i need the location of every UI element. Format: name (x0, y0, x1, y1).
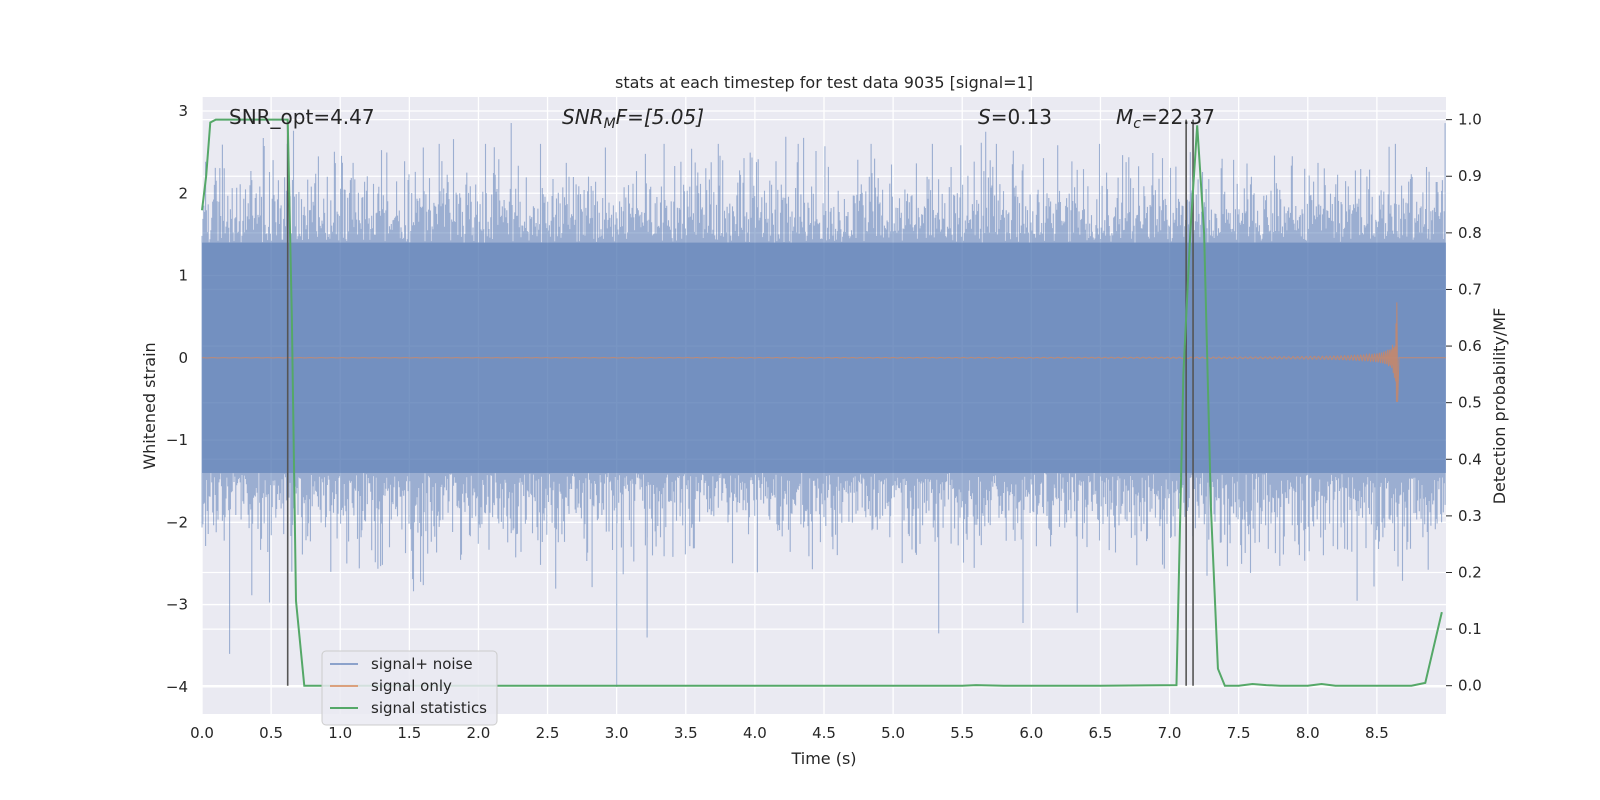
x-tick-label: 6.0 (1019, 724, 1043, 742)
y-left-tick-label: −1 (166, 431, 188, 449)
y-right-tick-label: 1.0 (1458, 111, 1482, 129)
y-right-tick-label: 0.1 (1458, 620, 1482, 638)
signal-only-trace (201, 302, 1446, 402)
x-tick-label: 6.5 (1089, 724, 1113, 742)
noise-trace (201, 123, 1446, 687)
y-right-tick-label: 0.6 (1458, 337, 1482, 355)
y-right-tick-label: 0.3 (1458, 507, 1482, 525)
annotation-snr-mf: SNRMF=[5.05] (562, 105, 704, 132)
annotation-snr-opt: SNR_opt=4.47 (229, 105, 375, 129)
x-tick-label: 0.0 (190, 724, 214, 742)
y-left-tick-label: 3 (178, 102, 188, 120)
annotation-s: S=0.13 (978, 105, 1052, 129)
x-tick-label: 3.0 (605, 724, 629, 742)
y-right-tick-label: 0.2 (1458, 563, 1482, 581)
x-tick-labels: 0.0 0.5 1.0 1.5 2.0 2.5 3.0 3.5 4.0 4.5 5.0 5.5 6.0 6… (190, 724, 1389, 742)
series-signal-only (201, 302, 1446, 402)
series-signal-statistics (201, 118, 1443, 687)
x-tick-label: 8.5 (1365, 724, 1389, 742)
x-tick-label: 2.5 (536, 724, 560, 742)
x-axis-label: Time (s) (790, 749, 856, 768)
y-left-tick-label: −2 (166, 513, 188, 531)
y-right-tick-label: 0.7 (1458, 280, 1482, 298)
x-tick-label: 4.0 (743, 724, 767, 742)
y-left-tick-label: 1 (178, 267, 188, 285)
signal-statistics-line (201, 118, 1443, 687)
x-tick-label: 1.5 (397, 724, 421, 742)
y-right-axis-label: Detection probability/MF (1490, 308, 1509, 505)
x-tick-label: 5.5 (950, 724, 974, 742)
y-left-tick-labels: 3 2 1 0 −1 −2 −3 −4 (166, 102, 188, 696)
vertical-markers (286, 119, 1194, 686)
legend-label-signal-only: signal only (371, 677, 452, 695)
x-tick-label: 1.0 (328, 724, 352, 742)
annotation-mc: Mc=22.37 (1116, 105, 1215, 132)
y-right-tick-label: 0.4 (1458, 450, 1482, 468)
y-left-tick-label: 0 (178, 349, 188, 367)
x-tick-label: 2.0 (467, 724, 491, 742)
x-tick-label: 3.5 (674, 724, 698, 742)
chart-title: stats at each timestep for test data 903… (615, 73, 1033, 92)
y-left-tick-label: −3 (166, 596, 188, 614)
x-tick-label: 4.5 (812, 724, 836, 742)
legend-label-signal-statistics: signal statistics (371, 699, 487, 717)
x-tick-label: 8.0 (1296, 724, 1320, 742)
y-right-tick-label: 0.8 (1458, 224, 1482, 242)
x-tick-label: 5.0 (881, 724, 905, 742)
y-right-tick-labels: 1.0 0.9 0.8 0.7 0.6 0.5 0.4 0.3 0.2 0.1 0.0 (1446, 111, 1482, 695)
y-right-tick-label: 0.9 (1458, 167, 1482, 185)
x-tick-label: 7.5 (1227, 724, 1251, 742)
legend-frame (321, 650, 498, 726)
legend: signal+ noise signal only signal statist… (321, 650, 498, 726)
y-right-tick-label: 0.5 (1458, 394, 1482, 412)
y-left-axis-label: Whitened strain (140, 342, 159, 469)
x-tick-label: 7.0 (1158, 724, 1182, 742)
y-left-tick-label: 2 (178, 184, 188, 202)
legend-label-signal-noise: signal+ noise (371, 655, 473, 673)
y-left-tick-label: −4 (166, 678, 188, 696)
y-right-tick-label: 0.0 (1458, 677, 1482, 695)
x-tick-label: 0.5 (259, 724, 283, 742)
